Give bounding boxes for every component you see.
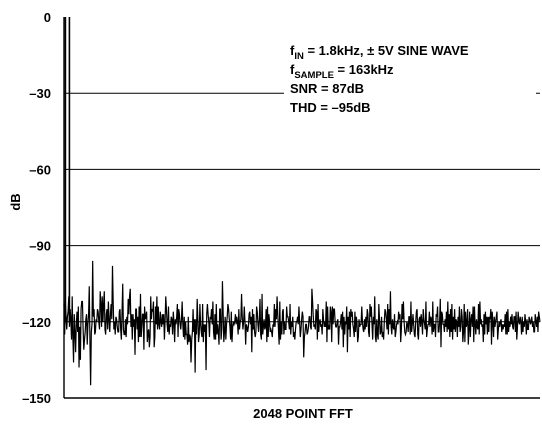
annotation-line: fSAMPLE = 163kHz	[290, 62, 394, 81]
y-tick-label: –120	[22, 315, 51, 330]
y-tick-label: –30	[29, 86, 51, 101]
y-axis-label: dB	[8, 193, 23, 210]
x-axis-label: 2048 POINT FFT	[253, 406, 353, 421]
y-tick-label: –90	[29, 239, 51, 254]
plot-frame	[63, 17, 540, 399]
annotation-line: THD = –95dB	[290, 100, 371, 115]
fundamental-peak	[64, 17, 71, 322]
annotation-background	[284, 36, 536, 120]
annotation-line: SNR = 87dB	[290, 81, 364, 96]
grid-lines	[64, 92, 540, 323]
y-tick-label: –150	[22, 391, 51, 406]
y-tick-label: –60	[29, 162, 51, 177]
y-tick-labels: 0 –30 –60 –90 –120 –150	[22, 10, 51, 406]
y-tick-label: 0	[44, 10, 51, 25]
fft-noise-trace	[63, 260, 541, 386]
annotation-line: fIN = 1.8kHz, ± 5V SINE WAVE	[290, 43, 469, 62]
